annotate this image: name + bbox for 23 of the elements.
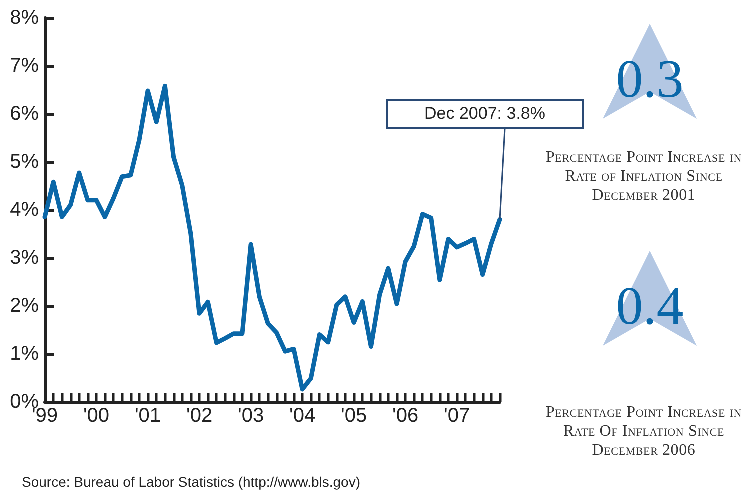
y-tick-label: 3% [10,247,40,269]
y-tick-label: 7% [10,55,40,77]
x-tick-label: '03 [238,405,264,427]
text: Percentage Point Increase in Rate of Inflation Since December 2001 [544,148,744,205]
x-tick-label: '05 [341,405,368,427]
text: Percentage Point Increase in Rate Of Inflation Since December 2006 [544,403,744,460]
y-tick-label: 6% [10,103,40,125]
text: 0.3 [615,49,685,109]
callout-box: Dec 2007: 3.8% [386,99,584,129]
y-tick-label: 1% [10,343,40,365]
y-tick-label: 8% [10,7,40,29]
y-tick-label: 5% [10,151,40,173]
x-tick-label: '00 [83,405,110,427]
x-tick-label: '02 [186,405,213,427]
x-tick-label: '01 [134,405,162,427]
source-note: Source: Bureau of Labor Statistics (http://www.bls.gov) [22,474,360,490]
y-tick-label: 2% [10,295,40,317]
x-tick-label: '06 [392,405,419,427]
x-tick-label: '04 [290,405,316,427]
text: 0.4 [615,276,685,336]
y-tick-label: 4% [10,199,40,221]
x-tick-label: '07 [444,405,470,427]
line-series [42,84,502,392]
